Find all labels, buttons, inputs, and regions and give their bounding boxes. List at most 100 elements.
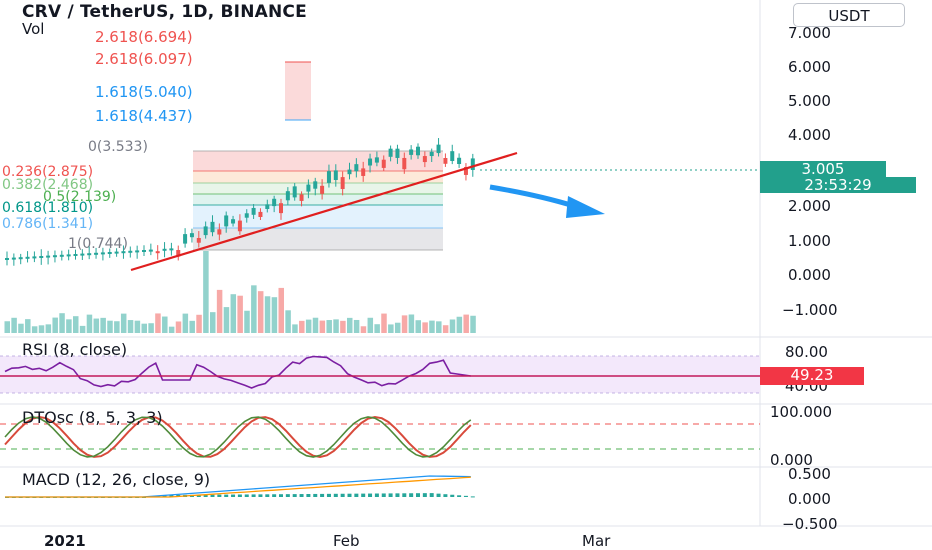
volume-bar bbox=[107, 320, 113, 333]
macd-histogram-bar bbox=[361, 493, 366, 497]
macd-histogram-bar bbox=[381, 493, 386, 497]
volume-label[interactable]: Vol bbox=[22, 20, 45, 38]
volume-bar bbox=[271, 297, 278, 333]
candle-body bbox=[169, 248, 174, 251]
volume-bar bbox=[374, 324, 380, 333]
candle-body bbox=[470, 158, 475, 170]
volume-bar bbox=[182, 313, 189, 333]
volume-bar bbox=[353, 319, 360, 333]
price-tick: 5.000 bbox=[788, 92, 831, 110]
volume-bar bbox=[456, 316, 463, 333]
candle-body bbox=[66, 254, 71, 257]
candle-body bbox=[203, 226, 208, 236]
macd-histogram-bar bbox=[237, 494, 242, 497]
candle-body bbox=[457, 157, 462, 164]
rsi-value-tag bbox=[760, 367, 864, 385]
macd-histogram-bar bbox=[443, 494, 448, 497]
volume-bar bbox=[168, 326, 175, 333]
candle-body bbox=[374, 157, 379, 163]
macd-histogram-bar bbox=[436, 493, 441, 497]
volume-bar bbox=[100, 317, 106, 333]
candle-body bbox=[73, 254, 78, 256]
forecast-arrow[interactable] bbox=[489, 184, 605, 218]
volume-bar bbox=[319, 320, 326, 333]
volume-bar bbox=[305, 319, 312, 333]
macd-histogram-bar bbox=[450, 494, 455, 497]
candle-body bbox=[416, 146, 420, 156]
rsi-label[interactable]: RSI (8, close) bbox=[22, 340, 128, 359]
dtosc-tick: 100.000 bbox=[770, 403, 832, 421]
candle-body bbox=[52, 255, 57, 258]
macd-histogram-bar bbox=[272, 494, 277, 497]
candle-body bbox=[224, 215, 229, 227]
macd-label[interactable]: MACD (12, 26, close, 9) bbox=[22, 470, 211, 489]
currency-button[interactable]: USDT bbox=[793, 3, 905, 27]
candle-body bbox=[422, 156, 427, 163]
candle-body bbox=[39, 256, 44, 258]
rsi-tick: 80.00 bbox=[785, 343, 828, 361]
macd-histogram-bar bbox=[210, 494, 215, 497]
volume-bar bbox=[442, 325, 449, 333]
macd-signal-line[interactable] bbox=[5, 476, 471, 498]
volume-bar bbox=[436, 321, 442, 333]
trendline[interactable] bbox=[130, 151, 518, 272]
candle-body bbox=[299, 194, 304, 201]
volume-bar bbox=[251, 285, 257, 333]
candle-body bbox=[388, 148, 393, 157]
macd-histogram-bar bbox=[244, 494, 249, 497]
price-tick: 1.000 bbox=[788, 232, 831, 250]
candle-body bbox=[272, 198, 277, 207]
candle-body bbox=[258, 211, 263, 217]
fib-label: 1.618(4.437) bbox=[95, 107, 193, 125]
fib-retracement[interactable] bbox=[193, 150, 443, 251]
macd-histogram-bar bbox=[416, 493, 420, 497]
dtosc-label[interactable]: DTOsc (8, 5, 3, 3) bbox=[22, 408, 163, 427]
candle-body bbox=[80, 253, 85, 256]
symbol-title[interactable]: CRV / TetherUS, 1D, BINANCE bbox=[22, 2, 307, 22]
macd-histogram-bar bbox=[395, 493, 400, 497]
candle-body bbox=[94, 252, 99, 255]
volume-bar bbox=[141, 323, 147, 333]
candle-body bbox=[121, 251, 126, 254]
volume-bar bbox=[340, 320, 346, 333]
candle-body bbox=[244, 213, 249, 218]
candle-body bbox=[196, 238, 201, 243]
candle-body bbox=[189, 233, 194, 238]
macd-histogram-bar bbox=[368, 493, 373, 497]
volume-bar bbox=[66, 319, 72, 333]
macd-histogram-bar bbox=[429, 493, 434, 497]
volume-bar bbox=[415, 320, 421, 333]
candle-body bbox=[326, 171, 331, 183]
volume-bar bbox=[463, 314, 469, 333]
macd-histogram-bar bbox=[162, 495, 167, 497]
dtosc-signal-line[interactable] bbox=[4, 415, 472, 459]
macd-histogram-bar bbox=[402, 493, 407, 497]
fib-label: 2.618(6.694) bbox=[95, 28, 193, 46]
volume-bar bbox=[347, 317, 353, 333]
dtosc-main-line[interactable] bbox=[4, 416, 472, 458]
price-tick: 4.000 bbox=[788, 126, 831, 144]
candle-body bbox=[463, 167, 468, 175]
volume-bar bbox=[189, 320, 195, 333]
price-tick: 2.000 bbox=[788, 197, 831, 215]
volume-bar bbox=[360, 326, 367, 333]
time-tick: Mar bbox=[582, 532, 611, 550]
current-price-tag: 3.005 bbox=[760, 161, 886, 179]
volume-bar bbox=[326, 320, 332, 333]
macd-histogram-bar bbox=[169, 495, 174, 497]
volume-bar bbox=[367, 317, 374, 333]
candle-body bbox=[429, 151, 434, 157]
candle-body bbox=[395, 148, 400, 158]
rsi-value-text: 49.23 bbox=[790, 366, 834, 384]
candle-body bbox=[142, 250, 146, 252]
volume-bar bbox=[422, 322, 428, 333]
candlesticks[interactable] bbox=[5, 138, 475, 266]
volume-bar bbox=[312, 317, 319, 333]
volume-bar bbox=[381, 313, 387, 333]
candle-body bbox=[210, 221, 215, 233]
candle-body bbox=[128, 250, 133, 253]
candle-body bbox=[443, 158, 448, 164]
dtosc-tick: 0.000 bbox=[770, 451, 813, 469]
rsi-line[interactable] bbox=[4, 355, 471, 389]
